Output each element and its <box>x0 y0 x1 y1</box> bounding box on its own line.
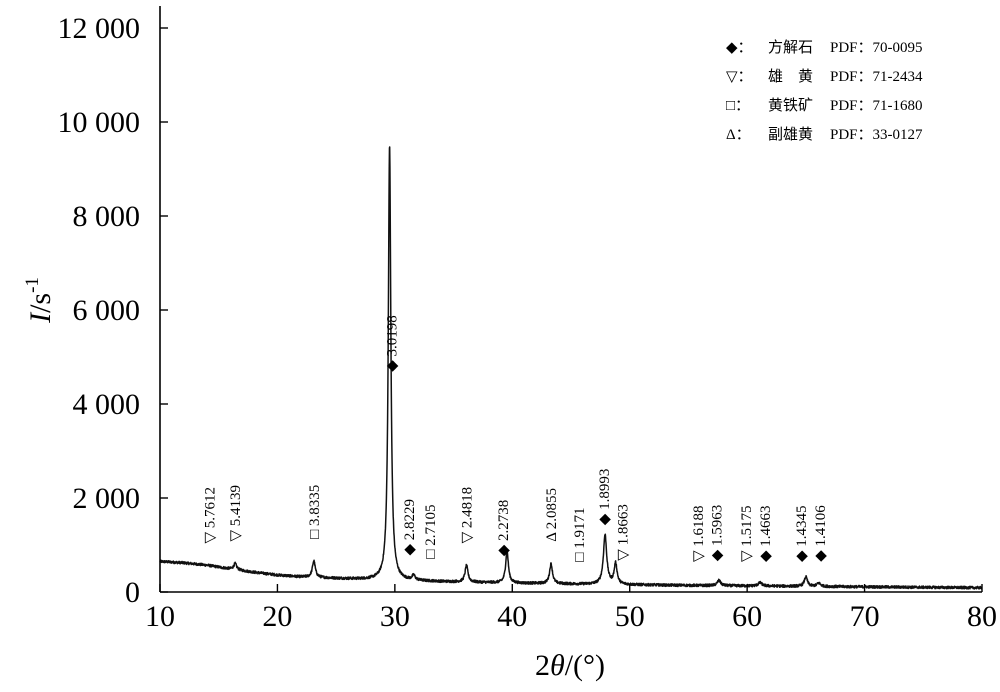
peak-annotation: Δ 2.0855 <box>544 488 560 542</box>
peak-annotation-label: ▽ 2.4818 <box>460 487 476 544</box>
x-tick-label: 20 <box>262 600 292 633</box>
peak-annotation: ◆ 1.5963 <box>710 505 726 562</box>
x-tick-label: 40 <box>497 600 527 633</box>
legend-symbol: ◆： <box>726 40 753 56</box>
peak-annotation-label: ◆ 3.0198 <box>384 315 400 372</box>
legend-mineral-name: 雄 黄 <box>768 68 813 85</box>
y-tick-label: 8 000 <box>73 200 141 233</box>
peak-annotation-label: □ 1.9171 <box>572 508 588 562</box>
peak-annotation-label: ◆ 1.4106 <box>813 505 829 562</box>
x-tick-label: 80 <box>967 600 997 633</box>
peak-annotation: ◆ 1.4106 <box>813 505 829 562</box>
y-tick-label: 12 000 <box>58 12 141 45</box>
peak-annotation-label: □ 2.7105 <box>423 505 439 559</box>
peak-annotation: ◆ 1.4663 <box>758 505 774 562</box>
peak-annotation: ◆ 3.0198 <box>384 315 400 372</box>
peak-annotation-label: Δ 2.0855 <box>544 488 560 542</box>
peak-annotation-label: ▽ 5.4139 <box>228 485 244 542</box>
peak-annotation-label: ▽ 1.5175 <box>739 505 755 562</box>
legend-pdf-code: PDF：70-0095 <box>830 40 923 56</box>
peak-annotation: □ 1.9171 <box>572 508 588 562</box>
y-tick-label: 4 000 <box>73 388 141 421</box>
x-axis-title: 2θ/(°) <box>535 649 605 682</box>
peak-annotation: ◆ 1.8993 <box>597 469 613 526</box>
x-tick-label: 30 <box>380 600 410 633</box>
legend: ◆： 方解石 PDF：70-0095 ▽： 雄 黄 PDF：71-2434 □： 黄铁矿 PDF… <box>726 39 923 143</box>
legend-mineral-name: 黄铁矿 <box>768 97 813 114</box>
y-axis-title: I/s-1 <box>22 277 57 324</box>
legend-mineral-name: 副雄黄 <box>768 126 813 143</box>
peak-annotation: ▽ 1.8663 <box>616 504 632 561</box>
x-tick-label: 70 <box>850 600 880 633</box>
peak-annotation: ◆ 2.2738 <box>496 500 512 557</box>
legend-pdf-code: PDF：71-2434 <box>830 69 923 85</box>
legend-symbol: ▽： <box>726 69 753 85</box>
peak-annotation-label: ◆ 1.5963 <box>710 505 726 562</box>
peak-annotation-label: ◆ 1.8993 <box>597 469 613 526</box>
y-tick-label: 6 000 <box>73 294 141 327</box>
peak-annotation-label: ▽ 1.6188 <box>691 505 707 562</box>
peak-annotations: ▽ 5.7612 ▽ 5.4139 □ 3.8335 ◆ 3.0198 ◆ 2.8229… <box>202 315 829 562</box>
peak-annotation: ▽ 5.4139 <box>228 485 244 542</box>
peak-annotation-label: ▽ 5.7612 <box>202 487 218 544</box>
peak-annotation: ▽ 2.4818 <box>460 487 476 544</box>
x-tick-label: 50 <box>615 600 645 633</box>
diffraction-trace <box>159 146 983 590</box>
plot-area <box>159 146 983 590</box>
x-tick-label: 60 <box>732 600 762 633</box>
peak-annotation: ▽ 1.6188 <box>691 505 707 562</box>
peak-annotation: □ 2.7105 <box>423 505 439 559</box>
y-tick-label: 2 000 <box>73 482 141 515</box>
y-tick-label: 0 <box>125 576 140 609</box>
legend-symbol: Δ： <box>726 127 751 143</box>
peak-annotation: ▽ 1.5175 <box>739 505 755 562</box>
peak-annotation-label: ◆ 1.4345 <box>794 505 810 562</box>
peak-annotation: ▽ 5.7612 <box>202 487 218 544</box>
legend-mineral-name: 方解石 <box>768 39 813 56</box>
peak-annotation-label: ◆ 2.8229 <box>402 499 418 556</box>
legend-pdf-code: PDF：33-0127 <box>830 127 923 143</box>
peak-annotation-label: ◆ 1.4663 <box>758 505 774 562</box>
y-tick-label: 10 000 <box>58 106 141 139</box>
legend-pdf-code: PDF：71-1680 <box>830 98 923 114</box>
x-axis: 10 20 30 40 50 60 70 80 <box>145 584 997 633</box>
y-axis: 0 2 000 4 000 6 000 8 000 10 000 12 000 <box>58 6 168 609</box>
legend-symbol: □： <box>726 98 750 114</box>
peak-annotation-label: □ 3.8335 <box>307 485 323 539</box>
peak-annotation: ◆ 2.8229 <box>402 499 418 556</box>
peak-annotation-label: ◆ 2.2738 <box>496 500 512 557</box>
peak-annotation: □ 3.8335 <box>307 485 323 539</box>
peak-annotation: ◆ 1.4345 <box>794 505 810 562</box>
x-tick-label: 10 <box>145 600 175 633</box>
peak-annotation-label: ▽ 1.8663 <box>616 504 632 561</box>
